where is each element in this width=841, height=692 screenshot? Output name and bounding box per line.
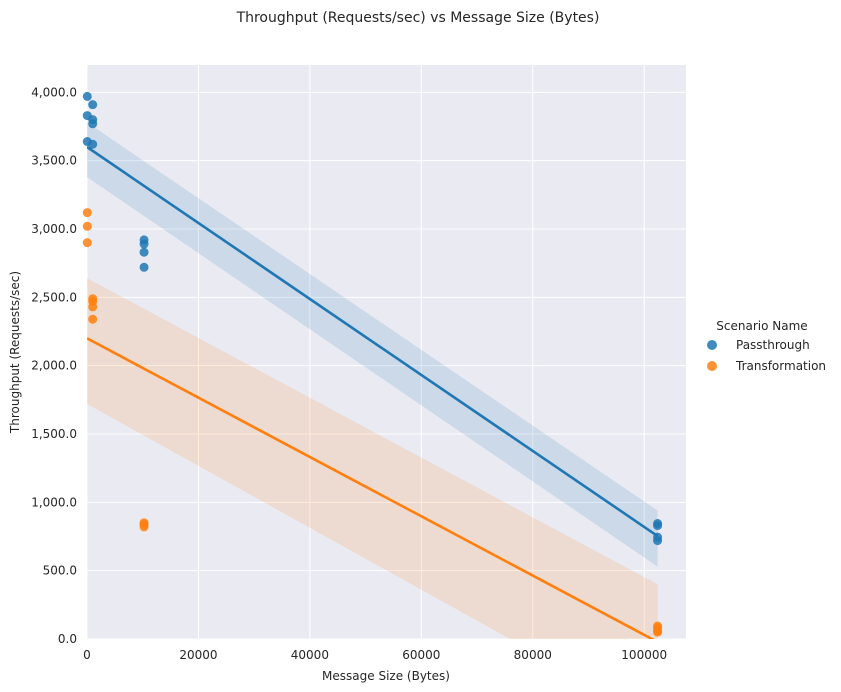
x-tick-label: 100000 bbox=[621, 648, 667, 662]
confidence-bands bbox=[87, 122, 658, 639]
passthrough-point bbox=[653, 521, 663, 531]
y-tick-label: 3,500.0 bbox=[31, 154, 77, 168]
x-axis-ticks: 0 20000 40000 60000 80000 100000 bbox=[83, 648, 667, 662]
legend-marker-transformation bbox=[707, 361, 717, 371]
y-tick-label: 1,000.0 bbox=[31, 495, 77, 509]
y-tick-label: 3,000.0 bbox=[31, 222, 77, 236]
scatter-points bbox=[82, 91, 663, 637]
passthrough-point bbox=[139, 262, 149, 272]
passthrough-point bbox=[139, 239, 149, 249]
transformation-point bbox=[82, 238, 92, 248]
transformation-point bbox=[139, 522, 149, 532]
passthrough-point bbox=[82, 91, 92, 101]
x-tick-label: 40000 bbox=[291, 648, 329, 662]
legend: Scenario Name Passthrough Transformation bbox=[707, 319, 826, 373]
passthrough-point bbox=[139, 247, 149, 257]
passthrough-point bbox=[653, 536, 663, 546]
x-tick-label: 20000 bbox=[179, 648, 217, 662]
legend-label-passthrough: Passthrough bbox=[736, 338, 810, 352]
x-axis-label: Message Size (Bytes) bbox=[322, 669, 450, 683]
grid bbox=[86, 65, 686, 640]
legend-marker-passthrough bbox=[707, 340, 717, 350]
y-axis-ticks: 0.0 500.0 1,000.0 1,500.0 2,000.0 2,500.0 3,00… bbox=[31, 85, 77, 646]
legend-label-transformation: Transformation bbox=[735, 359, 826, 373]
y-tick-label: 2,000.0 bbox=[31, 359, 77, 373]
y-axis-label: Throughput (Requests/sec) bbox=[8, 271, 22, 434]
transformation-ci-band bbox=[87, 278, 658, 639]
passthrough-ci-band bbox=[87, 122, 658, 567]
x-tick-label: 0 bbox=[83, 648, 91, 662]
passthrough-point bbox=[88, 100, 98, 110]
x-tick-label: 60000 bbox=[402, 648, 440, 662]
transformation-point bbox=[88, 314, 98, 324]
transformation-point bbox=[82, 221, 92, 231]
y-tick-label: 0.0 bbox=[58, 632, 77, 646]
chart-title: Throughput (Requests/sec) vs Message Siz… bbox=[236, 10, 600, 26]
passthrough-point bbox=[88, 119, 98, 129]
y-tick-label: 2,500.0 bbox=[31, 290, 77, 304]
transformation-point bbox=[82, 208, 92, 218]
transformation-point bbox=[653, 627, 663, 637]
transformation-regression-line bbox=[87, 337, 655, 639]
regression-lines bbox=[87, 145, 659, 639]
legend-title: Scenario Name bbox=[716, 319, 807, 333]
transformation-point bbox=[88, 302, 98, 312]
y-tick-label: 1,500.0 bbox=[31, 427, 77, 441]
y-tick-label: 4,000.0 bbox=[31, 85, 77, 99]
y-tick-label: 500.0 bbox=[43, 564, 77, 578]
passthrough-point bbox=[88, 139, 98, 149]
passthrough-regression-line bbox=[87, 145, 659, 538]
x-tick-label: 80000 bbox=[514, 648, 552, 662]
